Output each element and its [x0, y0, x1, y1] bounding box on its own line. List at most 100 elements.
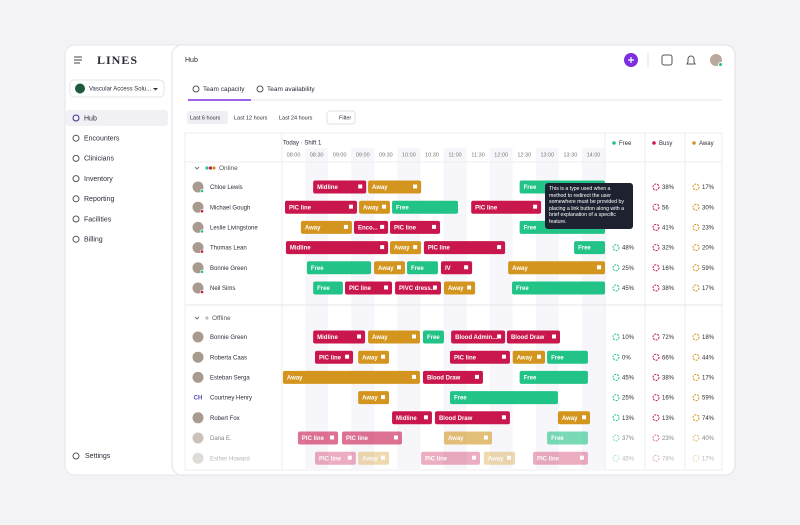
group-chevron [194, 316, 200, 320]
schedule-block[interactable] [423, 241, 506, 255]
avatar [192, 331, 204, 343]
schedule-block[interactable] [443, 281, 476, 295]
schedule-block[interactable] [313, 330, 366, 344]
block-icon [582, 415, 587, 420]
tab[interactable]: Team availability [267, 86, 315, 93]
time-label: 12:30 [517, 152, 531, 158]
group-name[interactable]: Offline [212, 315, 231, 322]
schedule-block[interactable] [449, 350, 510, 364]
schedule-block[interactable] [282, 370, 420, 384]
schedule-block[interactable] [368, 330, 420, 344]
pct-ring [692, 353, 700, 361]
range-option[interactable]: Last 12 hours [234, 115, 268, 121]
schedule-block[interactable] [557, 411, 591, 425]
pct-value: 40% [702, 436, 715, 442]
schedule-block[interactable] [483, 451, 516, 465]
schedule-block[interactable] [506, 330, 561, 344]
schedule-block[interactable] [300, 220, 352, 234]
clinician-name: Bonnie Green [210, 335, 247, 341]
block-label: Midline [317, 185, 338, 191]
schedule-block[interactable] [512, 350, 546, 364]
pct-value: 48% [622, 246, 635, 252]
schedule-block[interactable] [519, 370, 588, 384]
schedule-block[interactable] [422, 370, 483, 384]
schedule-block[interactable] [359, 200, 390, 214]
schedule-block[interactable] [344, 281, 393, 295]
pct-ring [692, 394, 700, 402]
schedule-block[interactable] [440, 261, 473, 275]
schedule-block[interactable] [284, 200, 357, 214]
schedule-block[interactable] [512, 281, 605, 295]
block-label: PIC line [319, 355, 342, 361]
schedule-block[interactable] [313, 281, 343, 295]
schedule-block[interactable] [358, 391, 390, 405]
time-label: 14:00 [587, 152, 601, 158]
menu-icon[interactable] [74, 56, 82, 64]
pct-value: 17% [702, 286, 715, 292]
schedule-block[interactable] [313, 180, 367, 194]
group-dot [205, 316, 209, 320]
nav-settings[interactable]: Settings [85, 453, 111, 460]
schedule-block[interactable] [368, 180, 422, 194]
nav-item[interactable]: Encounters [84, 136, 120, 143]
schedule-block[interactable] [533, 451, 588, 465]
schedule-block[interactable] [422, 330, 444, 344]
schedule-block[interactable] [358, 350, 390, 364]
nav-item[interactable]: Reporting [84, 196, 114, 203]
schedule-block[interactable] [392, 411, 432, 425]
pct-ring [612, 434, 620, 442]
row: CH Courtney Henry Away Free 25% 16% 59% [194, 391, 715, 405]
nav-icon [72, 154, 80, 162]
filter-label[interactable]: Filter [339, 115, 351, 121]
pct-ring [652, 284, 660, 292]
schedule-block[interactable] [389, 220, 441, 234]
help-button[interactable] [661, 54, 673, 66]
bell-button[interactable] [686, 55, 696, 65]
schedule-block[interactable] [395, 281, 441, 295]
schedule-block[interactable] [358, 451, 390, 465]
range-option[interactable]: Last 24 hours [279, 115, 313, 121]
schedule-block[interactable] [434, 411, 510, 425]
block-label: Midline [317, 335, 338, 341]
filter-button[interactable] [326, 110, 356, 125]
schedule-block[interactable] [392, 200, 459, 214]
block-label: Free [396, 205, 409, 211]
schedule-block[interactable] [374, 261, 405, 275]
schedule-block[interactable] [443, 431, 492, 445]
schedule-block[interactable] [306, 261, 372, 275]
schedule-block[interactable] [389, 241, 422, 255]
range-option[interactable]: Last 6 hours [190, 115, 221, 121]
schedule-block[interactable] [353, 220, 389, 234]
org-select[interactable] [69, 79, 165, 98]
schedule-block[interactable] [451, 330, 506, 344]
schedule-block[interactable] [508, 261, 605, 275]
org-name: Vascular Access Solu... [89, 87, 152, 93]
block-label: Free [524, 225, 537, 231]
caret [153, 88, 158, 91]
nav-item[interactable]: Clinicians [84, 156, 114, 163]
nav-icon [72, 175, 80, 183]
schedule-block[interactable] [449, 391, 558, 405]
nav-item[interactable]: Hub [84, 115, 97, 122]
nav-item[interactable]: Billing [84, 237, 103, 244]
schedule-block[interactable] [471, 200, 542, 214]
schedule-block[interactable] [421, 451, 480, 465]
clinician-name: Esther Howard [210, 456, 250, 462]
pct-value: 44% [702, 355, 715, 361]
schedule-block[interactable] [314, 350, 354, 364]
schedule-block[interactable] [297, 431, 339, 445]
schedule-block[interactable] [547, 350, 588, 364]
schedule-block[interactable] [285, 241, 389, 255]
pct-ring [652, 454, 660, 462]
schedule-block[interactable] [314, 451, 356, 465]
nav-item[interactable]: Inventory [84, 176, 113, 183]
schedule-block[interactable] [547, 431, 588, 445]
nav-item[interactable]: Facilities [84, 216, 112, 223]
schedule-block[interactable] [574, 241, 605, 255]
schedule-block[interactable] [407, 261, 438, 275]
tab[interactable]: Team capacity [203, 86, 245, 93]
block-label: Away [362, 456, 378, 462]
group-name[interactable]: Online [219, 165, 238, 172]
schedule-block[interactable] [341, 431, 402, 445]
block-icon [497, 245, 502, 250]
